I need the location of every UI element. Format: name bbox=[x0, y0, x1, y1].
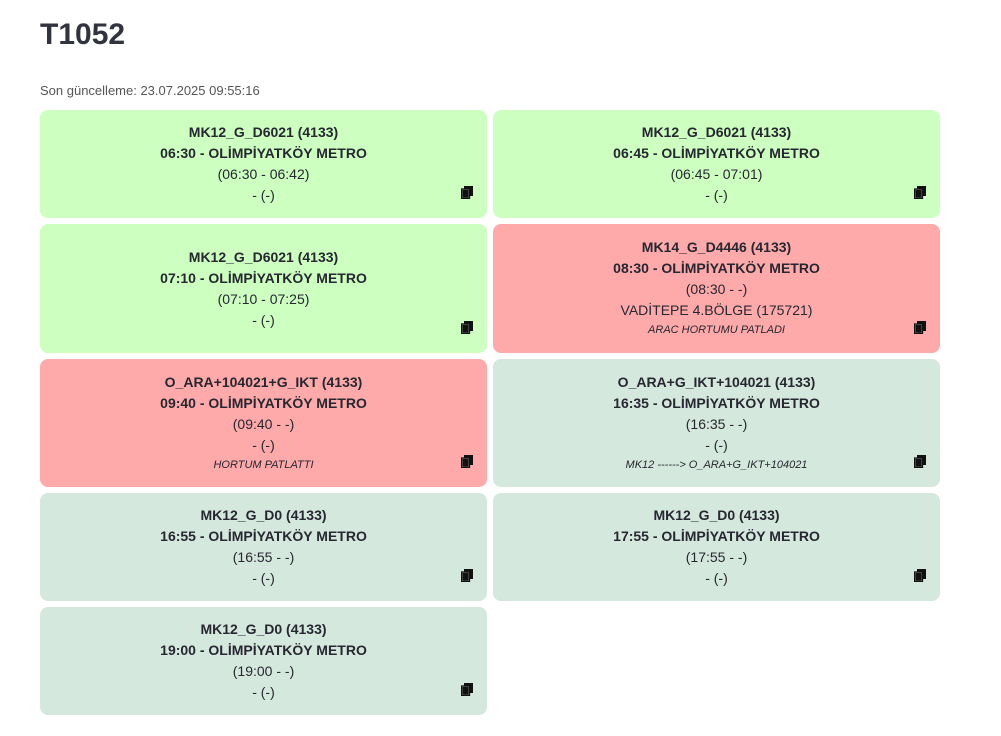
card-route: MK12_G_D0 (4133) bbox=[200, 507, 327, 523]
card-time-range: (16:35 - -) bbox=[685, 415, 748, 432]
card-note: HORTUM PATLATTI bbox=[213, 458, 314, 471]
copy-icon[interactable] bbox=[914, 321, 926, 334]
card-time-range: (09:40 - -) bbox=[232, 415, 295, 432]
copy-icon[interactable] bbox=[461, 683, 473, 696]
card-note: MK12 ------> O_ARA+G_IKT+104021 bbox=[625, 458, 808, 471]
copy-icon[interactable] bbox=[914, 569, 926, 582]
card-time-range: (19:00 - -) bbox=[232, 663, 295, 679]
last-updated: Son güncelleme: 23.07.2025 09:55:16 bbox=[40, 83, 260, 98]
trip-card: MK12_G_D0 (4133) 19:00 - OLİMPİYATKÖY ME… bbox=[40, 607, 487, 715]
copy-icon[interactable] bbox=[914, 455, 926, 468]
card-time-range: (16:55 - -) bbox=[232, 549, 295, 565]
copy-icon[interactable] bbox=[461, 569, 473, 582]
card-departure: 19:00 - OLİMPİYATKÖY METRO bbox=[160, 642, 367, 658]
page: T1052 Son güncelleme: 23.07.2025 09:55:1… bbox=[0, 0, 1001, 99]
copy-icon[interactable] bbox=[461, 186, 473, 199]
card-departure: 07:10 - OLİMPİYATKÖY METRO bbox=[160, 269, 367, 286]
card-route: MK14_G_D4446 (4133) bbox=[641, 239, 792, 255]
card-route: MK12_G_D6021 (4133) bbox=[641, 124, 792, 140]
card-route: MK12_G_D6021 (4133) bbox=[188, 248, 339, 265]
card-departure: 09:40 - OLİMPİYATKÖY METRO bbox=[160, 394, 367, 411]
card-time-range: (17:55 - -) bbox=[685, 549, 748, 565]
trip-card: MK12_G_D6021 (4133) 06:45 - OLİMPİYATKÖY… bbox=[493, 110, 940, 218]
card-departure: 06:45 - OLİMPİYATKÖY METRO bbox=[613, 145, 820, 161]
card-departure: 17:55 - OLİMPİYATKÖY METRO bbox=[613, 528, 820, 544]
card-location: - (-) bbox=[252, 187, 275, 203]
card-route: MK12_G_D0 (4133) bbox=[200, 621, 327, 637]
card-note: ARAC HORTUMU PATLADI bbox=[648, 324, 785, 336]
card-location: - (-) bbox=[252, 684, 275, 700]
trip-card: MK12_G_D0 (4133) 16:55 - OLİMPİYATKÖY ME… bbox=[40, 493, 487, 601]
card-location: - (-) bbox=[252, 311, 275, 328]
trip-card: MK14_G_D4446 (4133) 08:30 - OLİMPİYATKÖY… bbox=[493, 224, 940, 353]
card-time-range: (07:10 - 07:25) bbox=[217, 290, 310, 307]
card-location: - (-) bbox=[252, 570, 275, 586]
card-time-range: (08:30 - -) bbox=[685, 281, 748, 297]
card-location: - (-) bbox=[705, 436, 728, 453]
trip-card: MK12_G_D0 (4133) 17:55 - OLİMPİYATKÖY ME… bbox=[493, 493, 940, 601]
card-route: MK12_G_D6021 (4133) bbox=[188, 124, 339, 140]
card-route: O_ARA+104021+G_IKT (4133) bbox=[164, 373, 363, 390]
trip-card: O_ARA+104021+G_IKT (4133) 09:40 - OLİMPİ… bbox=[40, 359, 487, 487]
trip-card: MK12_G_D6021 (4133) 06:30 - OLİMPİYATKÖY… bbox=[40, 110, 487, 218]
copy-icon[interactable] bbox=[914, 186, 926, 199]
card-location: - (-) bbox=[705, 570, 728, 586]
trip-card: O_ARA+G_IKT+104021 (4133) 16:35 - OLİMPİ… bbox=[493, 359, 940, 487]
card-time-range: (06:45 - 07:01) bbox=[670, 166, 763, 182]
copy-icon[interactable] bbox=[461, 321, 473, 334]
card-location: - (-) bbox=[252, 436, 275, 453]
card-departure: 16:55 - OLİMPİYATKÖY METRO bbox=[160, 528, 367, 544]
card-route: MK12_G_D0 (4133) bbox=[653, 507, 780, 523]
page-title: T1052 bbox=[40, 18, 126, 51]
card-location: VADİTEPE 4.BÖLGE (175721) bbox=[620, 302, 813, 318]
card-time-range: (06:30 - 06:42) bbox=[217, 166, 310, 182]
trip-card: MK12_G_D6021 (4133) 07:10 - OLİMPİYATKÖY… bbox=[40, 224, 487, 353]
card-location: - (-) bbox=[705, 187, 728, 203]
card-departure: 16:35 - OLİMPİYATKÖY METRO bbox=[613, 394, 820, 411]
card-departure: 08:30 - OLİMPİYATKÖY METRO bbox=[613, 260, 820, 276]
card-departure: 06:30 - OLİMPİYATKÖY METRO bbox=[160, 145, 367, 161]
copy-icon[interactable] bbox=[461, 455, 473, 468]
card-route: O_ARA+G_IKT+104021 (4133) bbox=[617, 373, 816, 390]
